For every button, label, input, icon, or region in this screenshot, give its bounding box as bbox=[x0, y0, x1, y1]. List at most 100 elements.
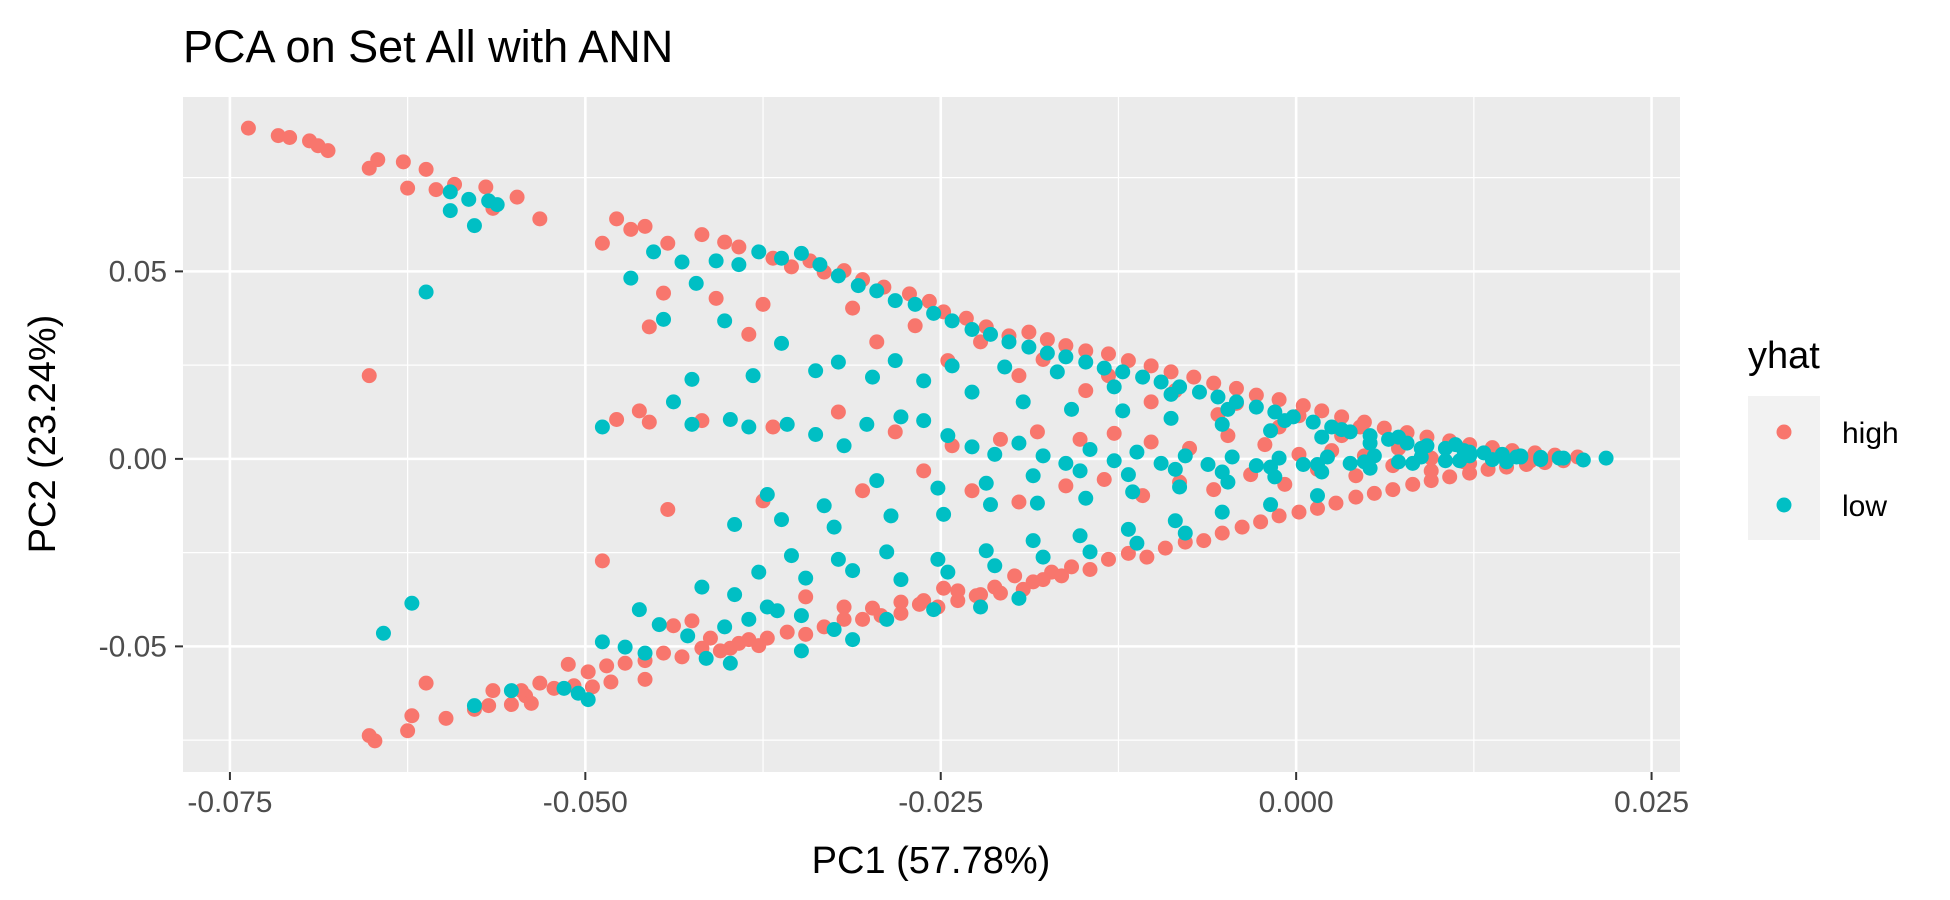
point-high bbox=[660, 502, 676, 517]
point-high bbox=[400, 723, 416, 739]
point-low bbox=[1214, 504, 1230, 520]
point-low bbox=[717, 619, 733, 635]
point-high bbox=[481, 698, 497, 714]
point-high bbox=[320, 143, 336, 159]
point-high bbox=[1106, 425, 1122, 441]
point-high bbox=[964, 483, 980, 499]
point-low bbox=[836, 438, 852, 454]
point-low bbox=[1049, 364, 1065, 380]
point-low bbox=[1263, 497, 1279, 513]
point-high bbox=[907, 318, 923, 334]
point-low bbox=[1452, 453, 1468, 469]
point-low bbox=[1342, 455, 1358, 471]
point-low bbox=[1172, 479, 1188, 495]
point-low bbox=[907, 296, 923, 312]
point-high bbox=[1257, 437, 1273, 453]
point-high bbox=[755, 296, 771, 312]
point-high bbox=[1348, 468, 1364, 484]
point-low bbox=[1025, 468, 1041, 484]
legend: yhat high low bbox=[1748, 335, 1899, 540]
point-low bbox=[1106, 379, 1122, 395]
point-high bbox=[656, 645, 672, 661]
point-high bbox=[869, 334, 885, 350]
point-high bbox=[1309, 500, 1325, 516]
point-low bbox=[1263, 423, 1279, 439]
point-low bbox=[964, 322, 980, 337]
point-low bbox=[1598, 450, 1614, 466]
point-high bbox=[478, 179, 494, 195]
point-low bbox=[869, 283, 885, 299]
point-low bbox=[964, 384, 980, 400]
point-low bbox=[1309, 488, 1325, 504]
point-low bbox=[830, 551, 846, 567]
point-low bbox=[783, 548, 799, 564]
point-low bbox=[893, 409, 909, 425]
legend-title: yhat bbox=[1748, 335, 1820, 377]
point-low bbox=[830, 268, 846, 284]
point-low bbox=[727, 517, 743, 532]
point-low bbox=[940, 428, 956, 444]
point-high bbox=[560, 656, 576, 672]
point-low bbox=[987, 558, 1003, 574]
point-low bbox=[936, 506, 952, 522]
point-high bbox=[798, 626, 814, 642]
point-low bbox=[466, 218, 482, 234]
point-low bbox=[1120, 467, 1136, 483]
point-low bbox=[594, 634, 610, 650]
point-high bbox=[418, 675, 434, 691]
point-high bbox=[641, 319, 657, 335]
point-low bbox=[1011, 590, 1027, 606]
point-high bbox=[694, 227, 710, 243]
point-high bbox=[1011, 494, 1027, 510]
point-low bbox=[774, 512, 790, 528]
point-low bbox=[1214, 416, 1230, 432]
point-low bbox=[1220, 474, 1236, 490]
point-low bbox=[1295, 457, 1311, 472]
point-high bbox=[1328, 495, 1344, 511]
point-low bbox=[1129, 535, 1145, 551]
point-high bbox=[1271, 392, 1287, 408]
point-high bbox=[916, 463, 932, 479]
point-low bbox=[1267, 469, 1283, 485]
point-low bbox=[481, 193, 497, 209]
point-low bbox=[1220, 401, 1236, 417]
point-low bbox=[1248, 458, 1264, 474]
point-low bbox=[1391, 454, 1407, 470]
point-high bbox=[1100, 346, 1116, 362]
point-low bbox=[442, 203, 458, 219]
point-low bbox=[1575, 452, 1591, 468]
point-high bbox=[395, 154, 411, 170]
legend-key-background bbox=[1748, 396, 1820, 540]
point-low bbox=[708, 253, 724, 269]
point-high bbox=[1082, 562, 1098, 577]
point-high bbox=[1058, 478, 1074, 494]
point-high bbox=[855, 483, 871, 499]
point-high bbox=[1157, 540, 1173, 556]
point-low bbox=[418, 284, 434, 300]
point-low bbox=[808, 363, 824, 379]
point-low bbox=[1210, 389, 1226, 405]
point-high bbox=[992, 585, 1008, 601]
x-tick-label: -0.025 bbox=[898, 786, 983, 819]
point-low bbox=[1163, 386, 1179, 402]
point-high bbox=[783, 259, 799, 275]
point-high bbox=[1314, 403, 1330, 419]
point-low bbox=[774, 250, 790, 266]
point-high bbox=[921, 293, 937, 309]
point-low bbox=[731, 257, 747, 273]
point-low bbox=[751, 564, 767, 580]
point-low bbox=[916, 413, 932, 429]
point-low bbox=[1555, 450, 1571, 466]
point-high bbox=[992, 431, 1008, 447]
point-high bbox=[1253, 514, 1269, 530]
point-high bbox=[1143, 394, 1159, 410]
y-axis-ticks: -0.05 0.00 0.05 bbox=[99, 255, 183, 663]
point-low bbox=[816, 498, 832, 514]
point-low bbox=[1391, 429, 1407, 445]
point-low bbox=[1177, 448, 1193, 464]
point-low bbox=[674, 254, 690, 270]
point-low bbox=[461, 191, 477, 207]
point-low bbox=[769, 603, 785, 619]
point-high bbox=[1011, 368, 1027, 384]
point-high bbox=[282, 130, 298, 145]
